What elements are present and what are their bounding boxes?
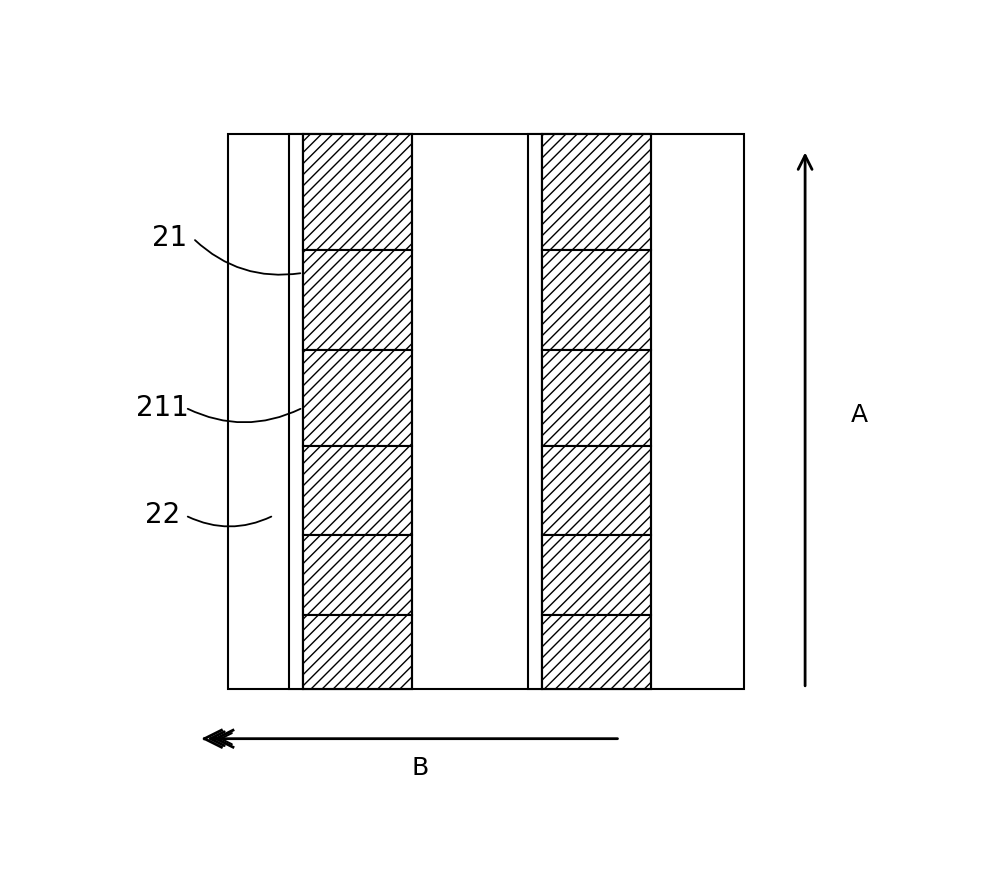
Bar bbox=[542, 615, 651, 688]
Bar bbox=[303, 446, 412, 535]
Text: 211: 211 bbox=[136, 393, 189, 422]
Bar bbox=[542, 249, 651, 350]
Bar bbox=[528, 134, 542, 688]
Bar bbox=[303, 134, 412, 249]
Bar bbox=[303, 350, 412, 446]
Bar bbox=[228, 134, 744, 688]
Bar bbox=[303, 249, 412, 350]
Bar bbox=[542, 350, 651, 446]
Bar bbox=[542, 446, 651, 535]
Bar bbox=[303, 134, 412, 688]
Bar bbox=[542, 134, 651, 688]
Text: 21: 21 bbox=[152, 224, 187, 252]
Bar bbox=[542, 535, 651, 615]
Bar bbox=[303, 615, 412, 688]
Bar bbox=[289, 134, 303, 688]
Text: A: A bbox=[850, 403, 868, 427]
Bar bbox=[542, 134, 651, 249]
Text: B: B bbox=[411, 756, 429, 780]
Text: 22: 22 bbox=[145, 502, 180, 529]
Bar bbox=[303, 535, 412, 615]
